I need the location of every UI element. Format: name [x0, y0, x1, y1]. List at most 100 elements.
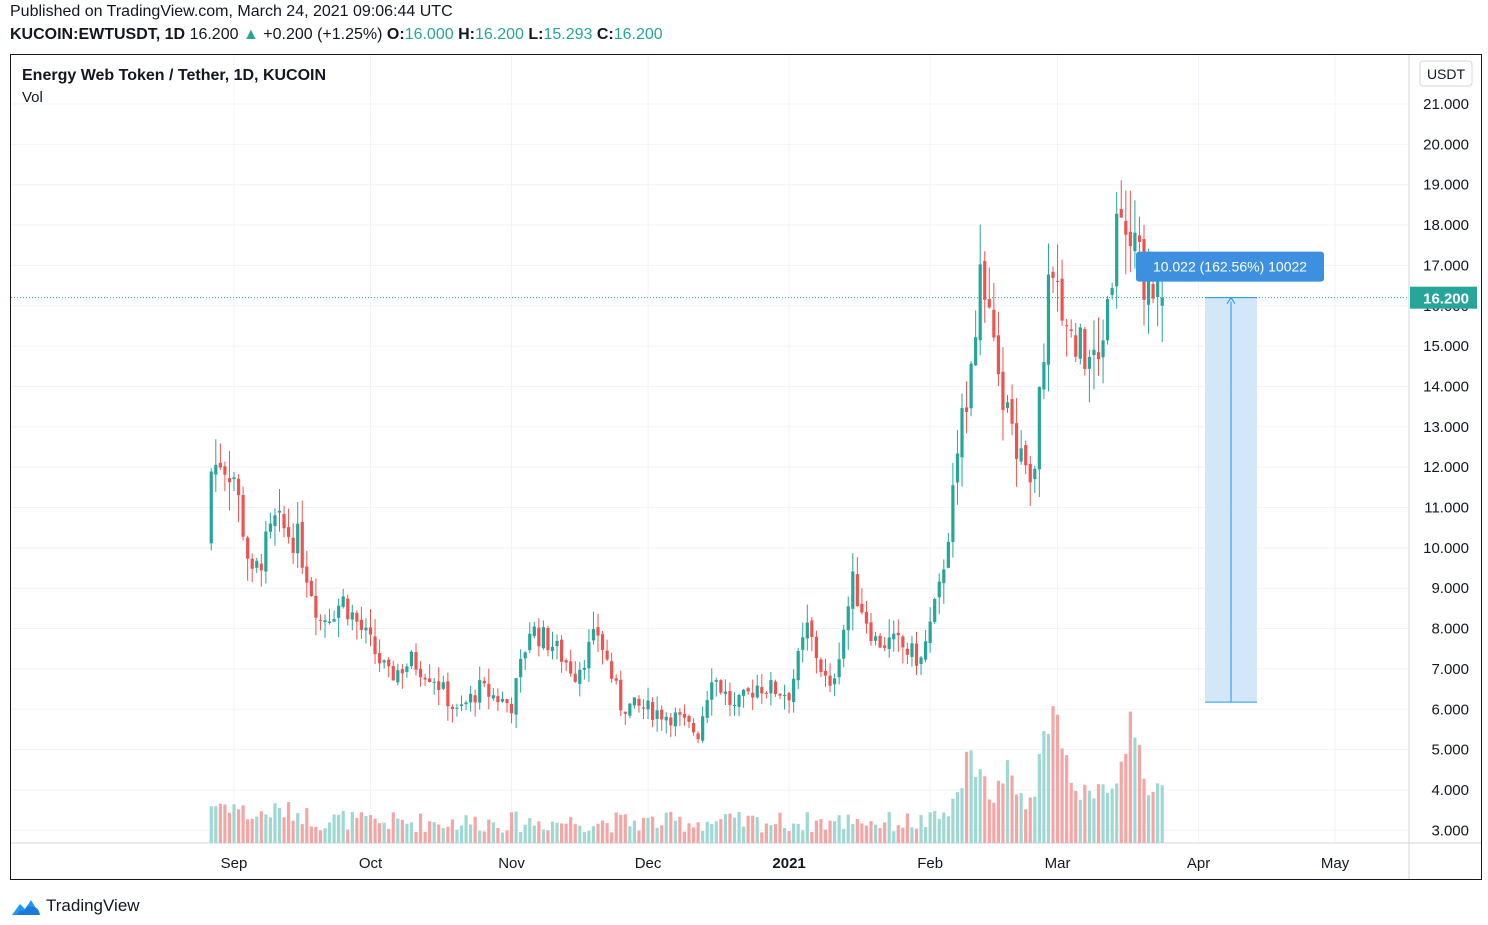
volume-bar	[778, 812, 782, 843]
candle-body	[346, 598, 350, 620]
volume-bar	[1156, 783, 1160, 843]
volume-bar	[996, 780, 1000, 843]
volume-bar	[687, 823, 691, 843]
candle-body	[496, 696, 500, 703]
volume-bar	[901, 827, 905, 843]
candle-body	[969, 363, 973, 409]
tradingview-cloud-icon	[12, 900, 40, 915]
price-chart[interactable]: 10.022 (162.56%) 10022 21.000 20.000 19.000…	[11, 55, 1481, 879]
price-tick-label: 9.000	[1431, 580, 1469, 597]
candle-body	[350, 612, 354, 620]
volume-bar	[1028, 797, 1032, 843]
candle-body	[746, 688, 750, 692]
candle-body	[541, 627, 545, 649]
candle-body	[546, 627, 550, 651]
volume-bar	[646, 817, 650, 843]
volume-bar	[782, 827, 787, 843]
candle-body	[405, 666, 409, 672]
volume-bar	[655, 827, 659, 843]
candle-body	[678, 712, 682, 715]
candle-body	[277, 510, 282, 513]
volume-bar	[1074, 790, 1078, 843]
volume-bar	[978, 769, 982, 843]
volume-bar	[737, 811, 741, 843]
candle-body	[532, 626, 536, 637]
volume-bar	[810, 831, 814, 843]
candle-body	[478, 680, 482, 703]
candle-body	[869, 622, 873, 642]
candle-body	[378, 653, 382, 664]
measure-badge	[1136, 251, 1324, 282]
volume-bar	[550, 821, 555, 843]
volume-bar	[232, 804, 236, 843]
volume-bar	[282, 817, 286, 843]
candle-body	[482, 680, 486, 684]
volume-bar	[673, 820, 677, 843]
candle-body	[414, 652, 418, 670]
price-tick-label: 17.000	[1423, 257, 1469, 274]
volume-bar	[1051, 706, 1055, 843]
candle-body	[273, 515, 277, 527]
volume-bar	[323, 828, 327, 843]
volume-bar	[482, 831, 486, 843]
candle-body	[946, 541, 950, 568]
volume-bar	[227, 812, 232, 843]
candle-body	[600, 634, 605, 650]
volume-bar	[255, 816, 259, 843]
time-tick-label: Apr	[1187, 855, 1210, 872]
candle-body	[605, 650, 609, 660]
volume-bar	[396, 818, 400, 843]
candle-body	[282, 513, 286, 529]
volume-bar	[723, 814, 727, 843]
candle-body	[623, 711, 627, 714]
open-value: 16.000	[404, 26, 454, 43]
volume-bar	[519, 832, 523, 843]
currency-unit-badge[interactable]	[1419, 60, 1473, 87]
volume-bar	[951, 798, 955, 843]
candle-body	[1060, 278, 1064, 321]
candle-body	[1146, 280, 1151, 305]
volume-bar	[296, 813, 300, 843]
time-tick-label: May	[1321, 855, 1350, 872]
chart-frame[interactable]: 10.022 (162.56%) 10022 21.000 20.000 19.000…	[10, 54, 1482, 880]
candle-body	[428, 678, 432, 683]
candle-body	[359, 619, 363, 630]
volume-bar	[1128, 711, 1132, 843]
volume-bar	[1142, 778, 1146, 843]
time-tick-label: Dec	[635, 855, 662, 872]
volume-bar	[532, 825, 536, 843]
tradingview-footer[interactable]: TradingView	[10, 894, 140, 918]
candle-body	[873, 636, 878, 641]
candle-body	[796, 651, 800, 681]
time-tick-label: Feb	[917, 855, 943, 872]
volume-bar	[332, 814, 336, 843]
candle-body	[287, 527, 291, 537]
candle-body	[569, 661, 573, 674]
volume-bar	[1160, 785, 1164, 843]
candle-body	[610, 661, 614, 679]
candle-body	[241, 494, 245, 537]
volume-bar	[364, 815, 368, 843]
candle-body	[914, 643, 919, 666]
volume-bar	[751, 815, 755, 843]
candle-body	[632, 697, 636, 706]
candle-body	[582, 667, 586, 670]
volume-bar	[209, 806, 213, 843]
volume-bar	[441, 828, 445, 843]
candle-body	[919, 657, 923, 664]
volume-bar	[582, 832, 586, 843]
volume-bar	[1015, 794, 1019, 843]
candle-body	[773, 681, 778, 694]
candle-body	[232, 477, 236, 480]
candle-body	[587, 641, 591, 669]
candle-body	[1033, 468, 1037, 480]
candle-body	[327, 621, 332, 623]
candle-body	[537, 627, 541, 647]
volume-bar	[378, 823, 382, 843]
candle-body	[519, 658, 523, 678]
volume-bar	[300, 824, 304, 843]
candle-body	[323, 620, 327, 622]
volume-bar	[842, 828, 846, 843]
candle-body	[591, 629, 596, 641]
volume-bar	[855, 819, 859, 843]
